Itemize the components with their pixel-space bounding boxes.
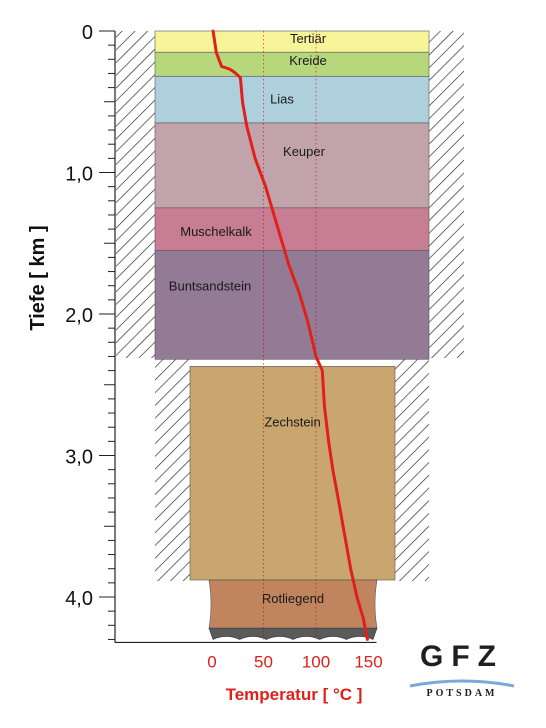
temperature-gridlines [263,31,317,640]
x-tick-label: 0 [207,652,216,671]
logo-text: GFZ [420,640,504,673]
temperature-curve [211,29,369,641]
layer-kreide [154,51,430,77]
y-tick-label: 3,0 [65,447,93,469]
layer-zechstein [189,366,396,581]
gfz-logo: GFZ POTSDAM [402,640,522,710]
layer-label: Muschelkalk [180,224,252,239]
logo-subtitle: POTSDAM [426,688,498,699]
y-tick-label: 4,0 [65,588,93,610]
layer-label: Tertiär [290,31,327,46]
x-tick-label: 100 [302,652,330,671]
temperature-curve-group [211,29,369,641]
hatch-block [155,358,190,581]
layer-label: Buntsandstein [169,278,251,293]
y-axis-label: Tiefe [ km ] [27,225,49,330]
layer-label: Lias [270,91,294,106]
layer-keuper [154,122,430,209]
layer-label: Kreide [289,53,327,68]
y-tick-label: 1,0 [65,164,93,186]
borehole-hatching [116,31,464,581]
hatch-block [429,31,464,358]
layer-label: Keuper [283,144,326,159]
basement-strip [208,627,378,640]
layer-lias [154,75,430,124]
hatch-block [395,358,429,581]
x-tick-label: 50 [254,652,273,671]
layer-buntsandstein [154,250,430,360]
x-axis-label: Temperatur [ °C ] [226,685,363,704]
layer-muschelkalk [154,207,430,251]
y-tick-label: 0 [82,22,93,44]
layer-label: Rotliegend [262,591,324,606]
stratigraphy-layers: Tertiär Kreide Lias Keuper Muschelkalk Buntsa… [154,30,430,640]
logo-swoosh-icon [409,679,515,688]
y-tick-label: 2,0 [65,305,93,327]
x-tick-label: 150 [354,652,382,671]
depth-axis: 0 1,0 2,0 3,0 4,0 0 50 100 150 [65,22,383,671]
axis-labels: Temperatur [ °C ] Tiefe [ km ] [27,225,362,704]
layer-label: Zechstein [264,414,320,429]
hatch-block [116,31,155,358]
